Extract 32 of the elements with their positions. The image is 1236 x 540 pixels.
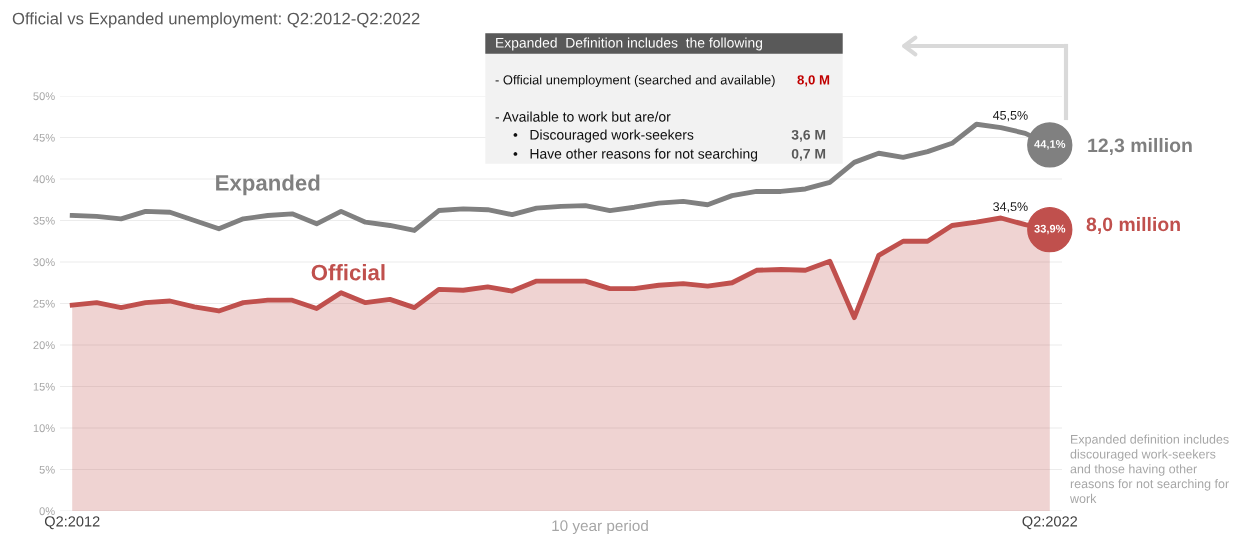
text: Expanded Definition includes the following (496, 37, 763, 51)
y-tick-label: 20% (33, 341, 55, 350)
y-tick-label: 25% (33, 299, 55, 308)
series-label: Official (311, 264, 385, 281)
y-tick-label: 40% (33, 175, 55, 184)
data-label: 45,5% (992, 110, 1028, 122)
data-label: 44,1% (1034, 140, 1066, 150)
text: 8,0 M (797, 75, 830, 87)
y-tick-label: 5% (39, 465, 55, 474)
x-tick-label: Q2:2012 (44, 516, 100, 530)
y-tick-label: 0% (39, 507, 55, 516)
y-tick-label: 15% (33, 382, 55, 391)
text: 8,0 million (1086, 216, 1180, 235)
text: Expanded definition includes discouraged work-seekers and those having other reasons for not searching for work (1069, 434, 1229, 503)
y-tick-label: 45% (33, 133, 55, 142)
chart-title: Official vs Expanded unemployment: Q2:2012-Q2:2022 (12, 12, 420, 28)
data-label: 33,9% (1034, 224, 1066, 235)
text: 12,3 million (1088, 137, 1192, 156)
annotation: • Have other reasons for not searching (513, 148, 758, 162)
annotation: • Discouraged work-seekers (513, 129, 694, 143)
annotation: - Available to work but are/or (495, 111, 671, 122)
x-tick-label: Q2:2022 (1022, 516, 1078, 530)
annotation: 3,6 M (791, 129, 826, 142)
annotation: 0,7 M (791, 148, 826, 161)
y-tick-label: 35% (33, 216, 55, 225)
data-label: 34,5% (993, 202, 1028, 213)
text: 10 year period (552, 519, 648, 535)
y-tick-label: 50% (33, 92, 55, 101)
y-tick-label: 30% (33, 258, 55, 267)
series-label: Expanded (216, 174, 320, 196)
text: - Official unemployment (searched and available) (495, 74, 775, 88)
y-tick-label: 10% (33, 424, 55, 433)
